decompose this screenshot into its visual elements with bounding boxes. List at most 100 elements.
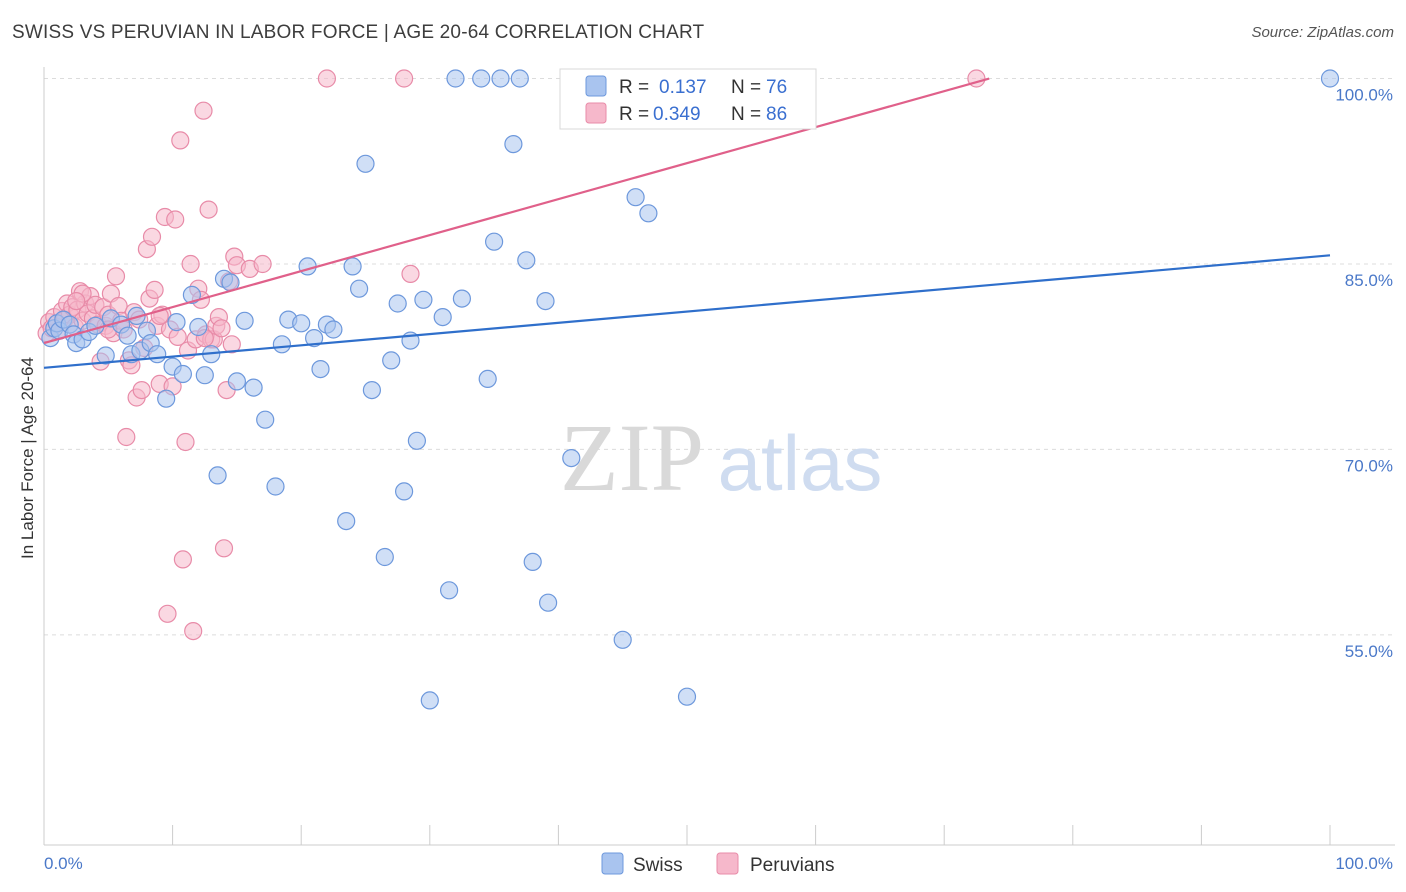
swiss-point-33	[235, 311, 254, 330]
swiss-point-57	[420, 691, 439, 710]
watermark-atlas: atlas	[718, 419, 883, 507]
swiss-point-14	[118, 326, 137, 345]
peruvians-point-31	[117, 427, 136, 447]
peruvians-points	[37, 69, 986, 641]
swiss-point-10	[86, 316, 105, 335]
bottom-legend-swatch-swiss	[601, 852, 624, 875]
swiss-point-56	[414, 290, 433, 309]
gridlines	[44, 78, 1395, 636]
peruvians-point-53	[173, 550, 192, 569]
swiss-point-61	[446, 69, 465, 88]
axes	[43, 67, 1395, 846]
watermark: ZIP atlas	[560, 404, 882, 511]
y-tick-label-3: 55.0%	[1345, 642, 1393, 661]
peruvians-point-85	[67, 292, 86, 311]
watermark-zip: ZIP	[560, 404, 704, 511]
swiss-point-68	[517, 251, 536, 270]
swiss-point-71	[538, 593, 558, 612]
peruvians-point-69	[214, 539, 234, 558]
swiss-points	[41, 69, 1340, 710]
swiss-point-74	[626, 188, 645, 207]
swiss-point-40	[298, 257, 317, 276]
bottom-legend-peruvians: Peruvians	[750, 855, 835, 876]
swiss-point-58	[433, 308, 452, 327]
swiss-point-77	[1320, 69, 1340, 88]
swiss-trend-line	[43, 254, 1331, 369]
legend-swiss-n-value: 76	[766, 77, 787, 98]
x-tick-label-1: 100.0%	[1335, 854, 1393, 873]
legend-swiss-r-label: R =	[619, 77, 649, 98]
legend-swatch-peruvians	[585, 102, 607, 124]
peruvians-point-68	[212, 319, 231, 338]
swiss-point-41	[305, 329, 324, 348]
swiss-point-34	[244, 378, 263, 397]
peruvians-point-52	[171, 131, 190, 150]
legend-swatch-swiss	[585, 75, 607, 97]
legend-peru-n-value: 86	[766, 104, 787, 125]
swiss-point-73	[613, 630, 632, 649]
top-legend: R = 0.137 N = 76 R = 0.349 N = 86	[559, 68, 817, 130]
swiss-point-37	[272, 335, 291, 354]
peruvians-point-78	[395, 69, 414, 88]
swiss-point-46	[343, 257, 362, 276]
peruvians-point-76	[253, 254, 272, 274]
swiss-point-11	[96, 346, 115, 365]
swiss-point-35	[256, 410, 275, 429]
swiss-point-67	[510, 69, 529, 88]
y-tick-label-0: 100.0%	[1335, 86, 1393, 105]
swiss-point-72	[562, 449, 581, 468]
peruvians-point-41	[142, 227, 162, 246]
swiss-point-25	[182, 285, 201, 304]
y-axis-ticks: 100.0% 85.0% 70.0% 55.0%	[1335, 86, 1393, 661]
peruvians-point-47	[158, 604, 177, 623]
swiss-point-62	[472, 69, 491, 88]
swiss-point-52	[388, 294, 407, 313]
peruvians-point-72	[222, 335, 241, 354]
y-axis-label: In Labor Force | Age 20-64	[18, 357, 37, 559]
swiss-point-48	[356, 154, 375, 173]
swiss-point-23	[167, 313, 186, 332]
swiss-point-24	[173, 364, 192, 384]
swiss-point-32	[227, 372, 246, 391]
swiss-point-60	[452, 289, 471, 308]
swiss-point-50	[375, 547, 394, 567]
legend-peru-r-value: 0.349	[653, 104, 701, 125]
swiss-point-26	[189, 317, 208, 337]
y-tick-label-1: 85.0%	[1345, 271, 1393, 290]
swiss-point-65	[491, 69, 510, 88]
swiss-point-63	[478, 369, 497, 388]
chart-title: SWISS VS PERUVIAN IN LABOR FORCE | AGE 2…	[12, 22, 705, 43]
peruvians-point-42	[145, 280, 164, 299]
peruvians-point-37	[132, 381, 151, 400]
peruvians-point-54	[176, 432, 195, 452]
swiss-point-36	[266, 477, 285, 496]
peruvians-point-27	[106, 267, 126, 286]
legend-peru-r-label: R =	[619, 104, 649, 125]
swiss-point-75	[639, 204, 658, 223]
legend-swiss-r-value: 0.137	[659, 77, 707, 98]
swiss-point-64	[485, 232, 504, 251]
legend-swiss-n-label: N =	[731, 77, 761, 98]
peruvians-point-50	[166, 210, 185, 229]
swiss-point-51	[382, 351, 401, 370]
swiss-point-53	[395, 482, 414, 501]
peruvians-point-61	[194, 101, 213, 120]
swiss-point-70	[536, 292, 555, 311]
swiss-point-69	[523, 552, 542, 572]
peruvians-point-63	[199, 200, 218, 219]
peruvians-point-56	[181, 254, 200, 274]
y-tick-label-2: 70.0%	[1345, 456, 1393, 475]
peruvians-point-57	[184, 621, 203, 641]
peruvians-point-79	[401, 264, 420, 283]
x-tick-label-0: 0.0%	[44, 854, 83, 873]
swiss-point-45	[337, 511, 356, 531]
swiss-point-49	[362, 381, 381, 400]
swiss-point-29	[208, 466, 227, 485]
swiss-point-27	[195, 366, 214, 385]
swiss-point-39	[292, 314, 311, 333]
swiss-point-20	[148, 345, 167, 364]
source-label: Source: ZipAtlas.com	[1251, 24, 1394, 41]
swiss-point-55	[407, 431, 426, 450]
peruvians-trend-line	[43, 77, 990, 345]
